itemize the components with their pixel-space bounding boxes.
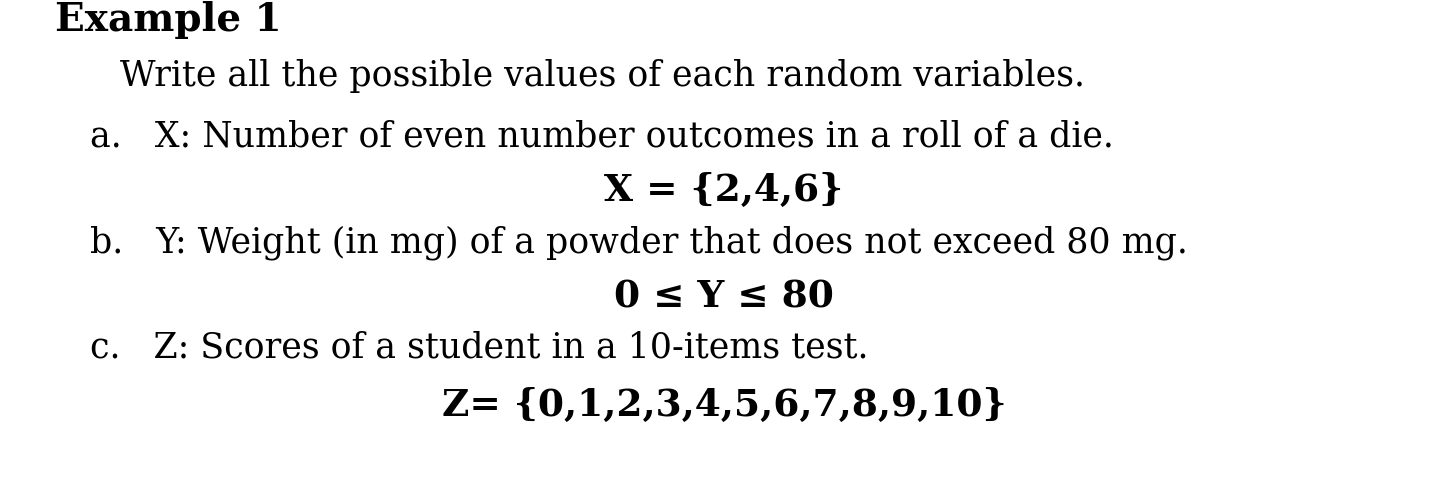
Text: 0 ≤ Y ≤ 80: 0 ≤ Y ≤ 80 bbox=[614, 279, 834, 316]
Text: X = {2,4,6}: X = {2,4,6} bbox=[604, 172, 844, 209]
Text: a.   X: Number of even number outcomes in a roll of a die.: a. X: Number of even number outcomes in … bbox=[90, 119, 1114, 153]
Text: Write all the possible values of each random variables.: Write all the possible values of each ra… bbox=[120, 59, 1085, 93]
Text: b.   Y: Weight (in mg) of a powder that does not exceed 80 mg.: b. Y: Weight (in mg) of a powder that do… bbox=[90, 226, 1187, 261]
Text: c.   Z: Scores of a student in a 10-items test.: c. Z: Scores of a student in a 10-items … bbox=[90, 331, 869, 365]
Text: Example 1: Example 1 bbox=[55, 1, 281, 39]
Text: Z= {0,1,2,3,4,5,6,7,8,9,10}: Z= {0,1,2,3,4,5,6,7,8,9,10} bbox=[442, 387, 1006, 424]
